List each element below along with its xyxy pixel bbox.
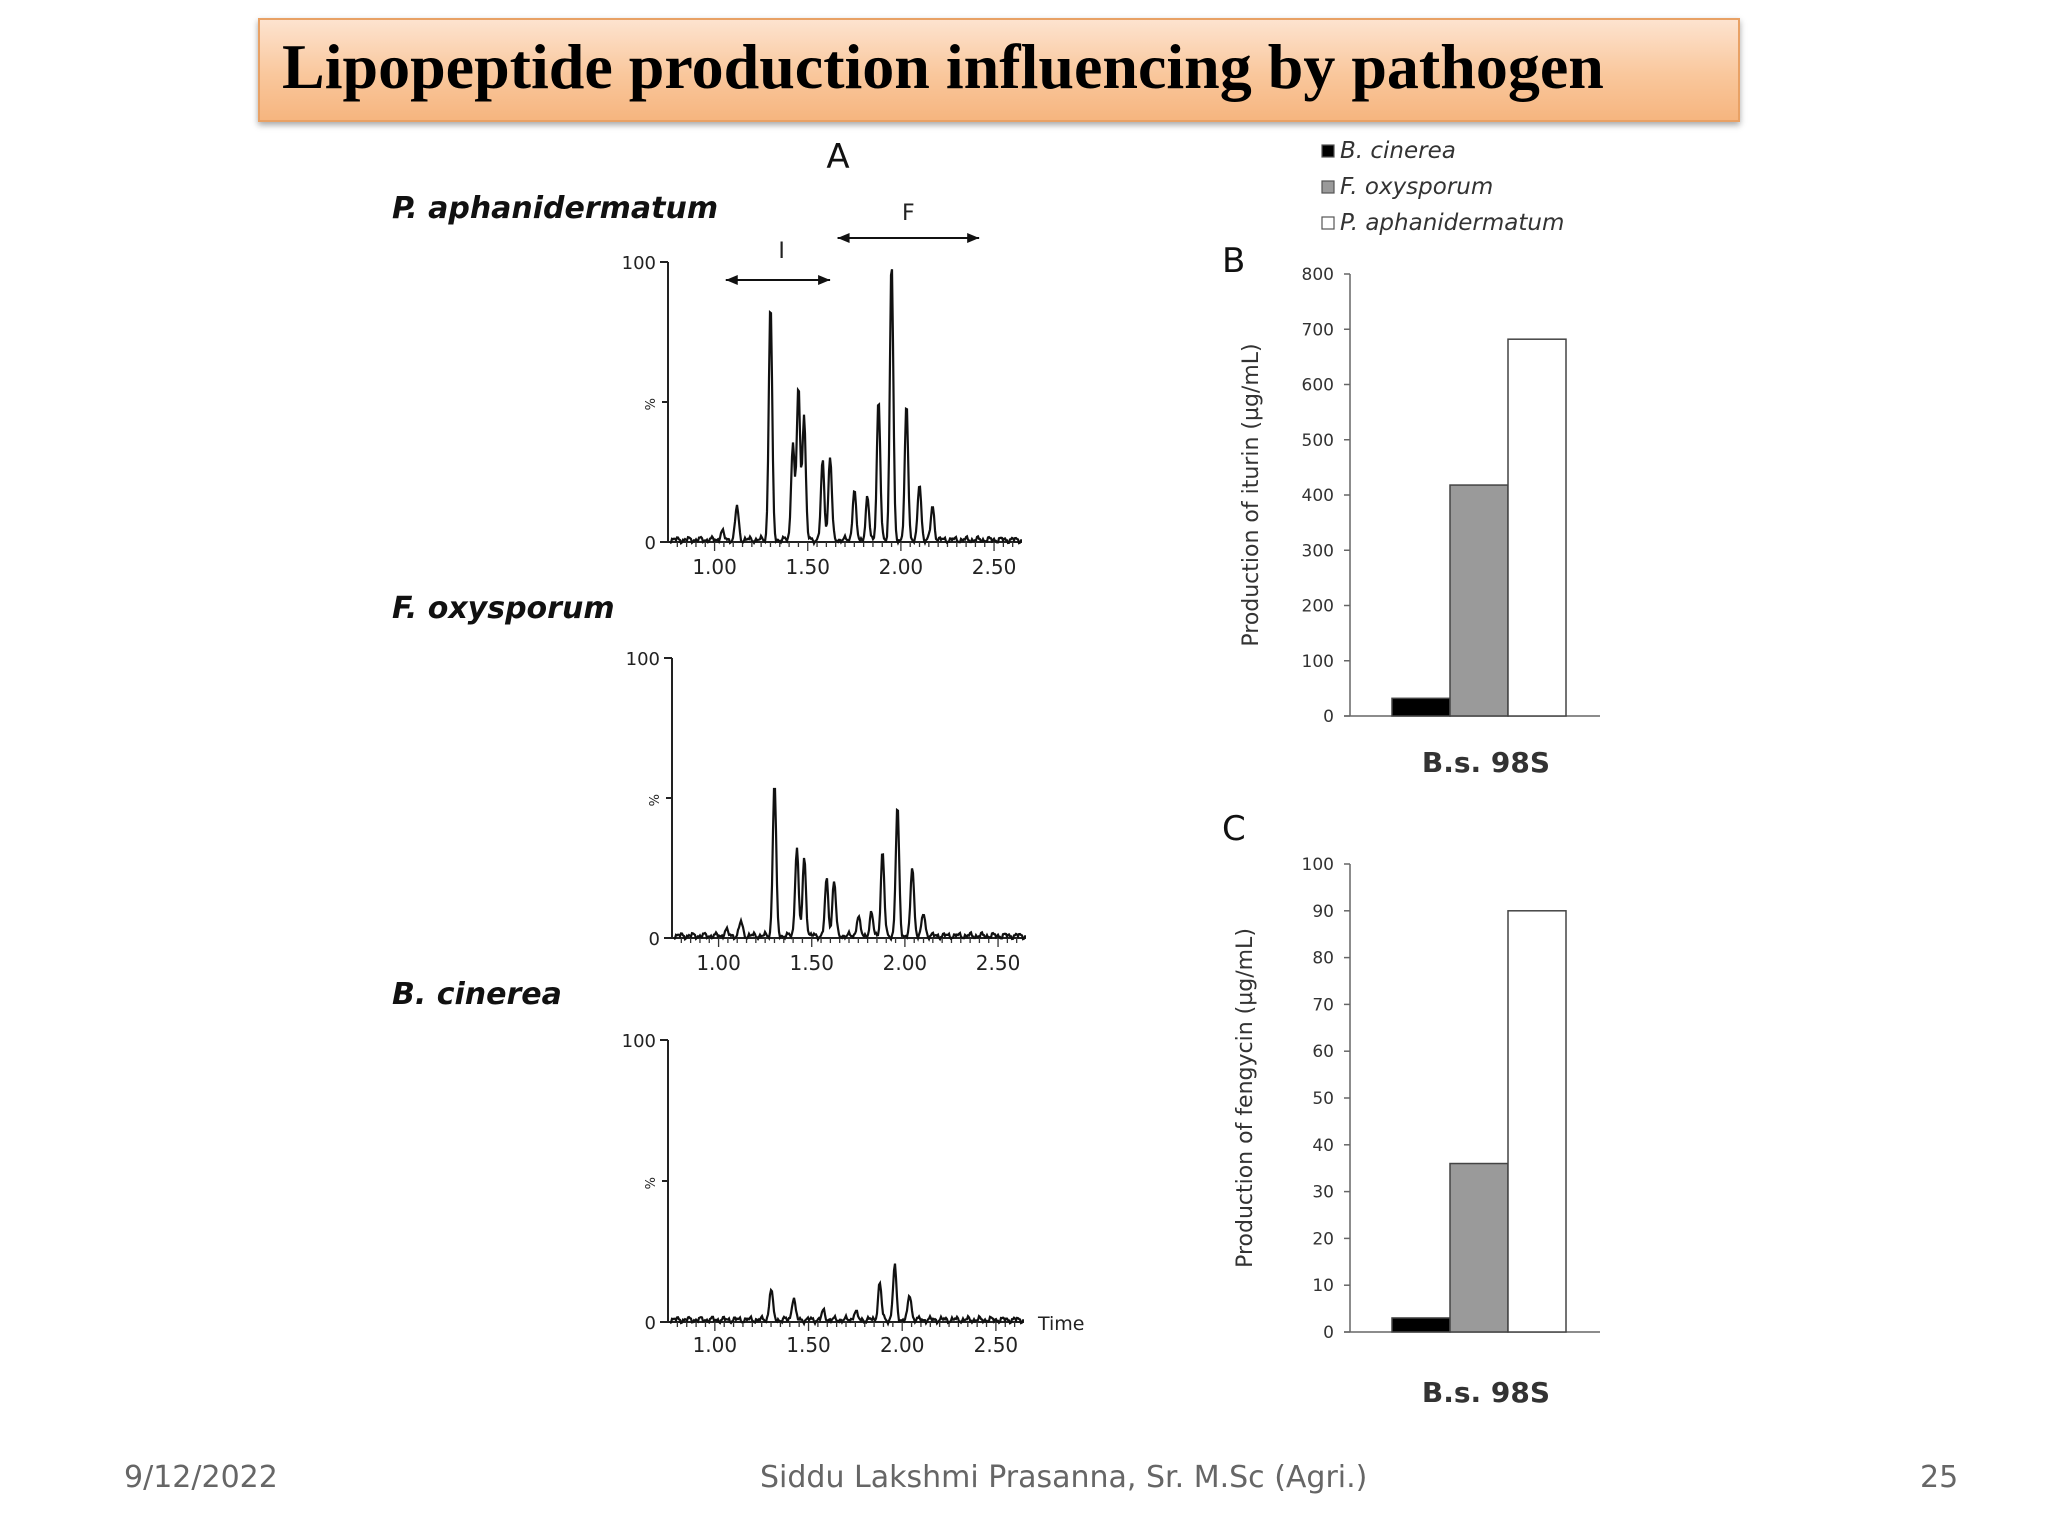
y-tick-label: 0 [645, 533, 656, 554]
y-tick-label: 600 [1302, 376, 1334, 396]
footer-author: Siddu Lakshmi Prasanna, Sr. M.Sc (Agri.) [760, 1460, 1368, 1495]
chromatogram-trace [669, 1263, 1025, 1327]
bar-b-cinerea [1391, 697, 1451, 717]
chromatogram-3: B. cinerea 100 0% 1.00 1.50 2.00 2.50 Time [392, 977, 1085, 1357]
y-tick-label: 100 [1302, 855, 1334, 875]
panel-label-a: A [826, 137, 849, 177]
arrowhead [837, 233, 850, 243]
y-tick-label: 0 [1323, 707, 1334, 727]
region-label-i: I [778, 239, 785, 264]
bar-f-oxysporum [1449, 1162, 1509, 1333]
x-tick-label: 2.50 [972, 555, 1017, 579]
y-tick-label: 20 [1312, 1229, 1334, 1249]
title-banner: Lipopeptide production influencing by pa… [258, 18, 1740, 122]
chromatogram-title: P. aphanidermatum [392, 191, 718, 226]
chromatogram-title: B. cinerea [392, 977, 562, 1012]
legend-swatch [1321, 216, 1335, 230]
region-label-f: F [902, 201, 915, 226]
y-tick-label: 100 [622, 1031, 656, 1052]
panel-label-b: B [1222, 241, 1245, 281]
bar-b-cinerea [1391, 1317, 1451, 1333]
arrowhead [725, 275, 738, 285]
x-tick-label: 1.50 [789, 951, 834, 975]
category-label: B.s. 98S [1422, 746, 1550, 779]
y-tick-label: 0 [645, 1313, 656, 1334]
x-tick-label: 2.00 [879, 555, 924, 579]
arrowhead [818, 275, 831, 285]
x-tick-label: 2.50 [974, 1333, 1019, 1357]
y-tick-label: 100 [1302, 652, 1334, 672]
y-tick-label: 700 [1302, 320, 1334, 340]
bar-chart-b: B 0 100 200 300 400 500 600 700 800 Production of … [1222, 241, 1600, 779]
y-tick-label: 60 [1312, 1042, 1334, 1062]
x-tick-label: 1.50 [785, 555, 830, 579]
legend-label: B. cinerea [1340, 138, 1456, 164]
x-tick-label: 1.00 [696, 951, 741, 975]
y-tick-label: 80 [1312, 949, 1334, 969]
chromatogram-1: P. aphanidermatum 100 0% 1.00 1.50 2.00 2.50 A I… [392, 137, 1023, 579]
y-tick-label: 30 [1312, 1183, 1334, 1203]
chromatogram-title: F. oxysporum [392, 591, 615, 626]
bar-legend: B. cinerea F. oxysporum P. aphanidermatum [1321, 138, 1564, 236]
y-tick-label: 800 [1302, 265, 1334, 285]
legend-label: F. oxysporum [1340, 174, 1493, 200]
y-axis-label: % [644, 398, 659, 410]
y-tick-label: 90 [1312, 902, 1334, 922]
x-tick-label: 2.00 [880, 1333, 925, 1357]
legend-swatch [1321, 144, 1335, 158]
chromatogram-trace [673, 787, 1027, 943]
y-tick-label: 300 [1302, 541, 1334, 561]
y-axis-label: % [648, 794, 663, 806]
x-tick-label: 2.00 [883, 951, 928, 975]
y-axis-label: % [644, 1177, 659, 1189]
footer-date: 9/12/2022 [124, 1460, 278, 1495]
y-tick-label: 100 [622, 253, 656, 274]
footer-page-number: 25 [1920, 1460, 1959, 1495]
panel-label-c: C [1222, 809, 1246, 849]
x-tick-label: 1.00 [692, 555, 737, 579]
y-tick-label: 0 [1323, 1323, 1334, 1343]
chromatogram-2: F. oxysporum 100 0% 1.00 1.50 2.00 2.50 [392, 591, 1027, 975]
chromatogram-trace [669, 269, 1023, 547]
y-tick-label: 100 [626, 649, 660, 670]
y-tick-label: 40 [1312, 1136, 1334, 1156]
category-label: B.s. 98S [1422, 1376, 1550, 1409]
arrowhead [967, 233, 980, 243]
slide-title: Lipopeptide production influencing by pa… [282, 31, 1604, 102]
x-tick-label: 1.50 [786, 1333, 831, 1357]
legend-label: P. aphanidermatum [1340, 210, 1564, 236]
bar-p-aphanidermatum [1507, 338, 1567, 717]
y-tick-label: 50 [1312, 1089, 1334, 1109]
y-tick-label: 10 [1312, 1276, 1334, 1296]
bar-p-aphanidermatum [1507, 910, 1567, 1333]
legend-swatch [1321, 180, 1335, 194]
y-tick-label: 0 [649, 929, 660, 950]
y-axis-label: Production of iturin (µg/mL) [1239, 343, 1264, 646]
x-tick-label: 2.50 [976, 951, 1021, 975]
y-axis-label: Production of fengycin (µg/mL) [1233, 928, 1258, 1268]
y-tick-label: 70 [1312, 995, 1334, 1015]
y-tick-label: 400 [1302, 486, 1334, 506]
x-axis-label: Time [1037, 1313, 1085, 1335]
y-tick-label: 200 [1302, 597, 1334, 617]
bar-chart-c: C 0 10 20 30 40 50 60 70 80 90 100 Production of fen… [1222, 809, 1600, 1409]
bar-f-oxysporum [1449, 484, 1509, 717]
x-tick-label: 1.00 [693, 1333, 738, 1357]
y-tick-label: 500 [1302, 431, 1334, 451]
